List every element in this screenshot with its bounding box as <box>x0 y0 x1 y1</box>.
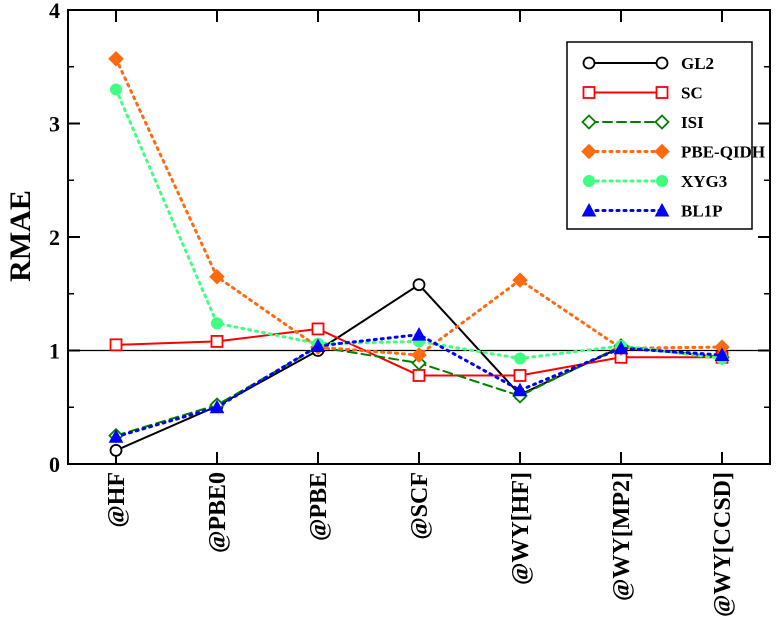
data-point-bl1p <box>310 338 326 352</box>
data-point-pbe-qidh <box>108 51 124 67</box>
legend-label-bl1p: BL1P <box>681 202 723 221</box>
legend-marker-bl1p <box>654 202 670 217</box>
legend-marker-sc <box>655 86 669 99</box>
legend-marker-isi <box>654 114 670 130</box>
legend-label-xyg3: XYG3 <box>681 172 727 191</box>
y-tick-label: 3 <box>49 112 60 137</box>
legend-marker-bl1p <box>581 202 597 217</box>
legend-marker-gl2 <box>655 56 669 70</box>
x-tick-label: @WY[MP2] <box>609 472 635 601</box>
x-tick-label: @WY[CCSD] <box>710 472 736 617</box>
x-tick-label: @PBE0 <box>205 472 231 553</box>
legend-label-pbe-qidh: PBE-QIDH <box>681 143 765 162</box>
series-group <box>108 51 730 457</box>
data-point-bl1p <box>714 347 730 362</box>
data-point-bl1p <box>613 340 629 355</box>
series-bl1p <box>108 327 730 443</box>
legend-marker-gl2 <box>582 56 596 70</box>
data-point-bl1p <box>108 429 124 443</box>
y-tick-label: 2 <box>49 225 60 250</box>
data-point-bl1p <box>512 382 528 397</box>
data-point-sc <box>513 369 527 382</box>
x-tick-label: @PBE <box>306 472 332 541</box>
data-point-sc <box>412 369 426 382</box>
data-point-pbe-qidh <box>512 272 528 288</box>
data-point-xyg3 <box>110 83 122 96</box>
data-point-sc <box>109 338 123 352</box>
legend-box <box>566 41 753 230</box>
data-point-pbe-qidh <box>209 268 225 285</box>
data-point-gl2 <box>109 443 123 457</box>
data-point-sc <box>210 335 224 348</box>
legend: GL2 SC ISI PBE-QIDH XYG3 BL1P <box>566 41 765 230</box>
data-point-bl1p <box>411 327 427 341</box>
legend-marker-xyg3 <box>656 175 668 187</box>
y-axis-title: RMAE <box>4 190 37 282</box>
data-point-xyg3 <box>211 317 223 330</box>
x-tick-label: @HF <box>104 472 130 528</box>
legend-marker-isi <box>581 114 597 130</box>
legend-marker-xyg3 <box>583 175 595 187</box>
legend-label-sc: SC <box>681 84 703 103</box>
x-tick-label: @WY[HF] <box>508 472 534 585</box>
data-point-sc <box>311 322 325 336</box>
x-tick-label: @SCF <box>407 472 433 540</box>
data-point-pbe-qidh <box>411 347 427 363</box>
legend-label-isi: ISI <box>681 113 704 132</box>
legend-marker-pbe-qidh <box>654 143 670 160</box>
data-point-isi <box>411 355 427 371</box>
y-tick-label: 1 <box>49 339 60 364</box>
y-tick-label: 0 <box>49 452 60 477</box>
legend-marker-sc <box>582 86 596 99</box>
y-tick-label: 4 <box>49 0 60 23</box>
data-point-bl1p <box>209 399 225 414</box>
legend-label-gl2: GL2 <box>681 54 714 73</box>
data-point-xyg3 <box>514 352 526 365</box>
legend-marker-pbe-qidh <box>581 143 597 160</box>
data-point-gl2 <box>412 278 426 292</box>
